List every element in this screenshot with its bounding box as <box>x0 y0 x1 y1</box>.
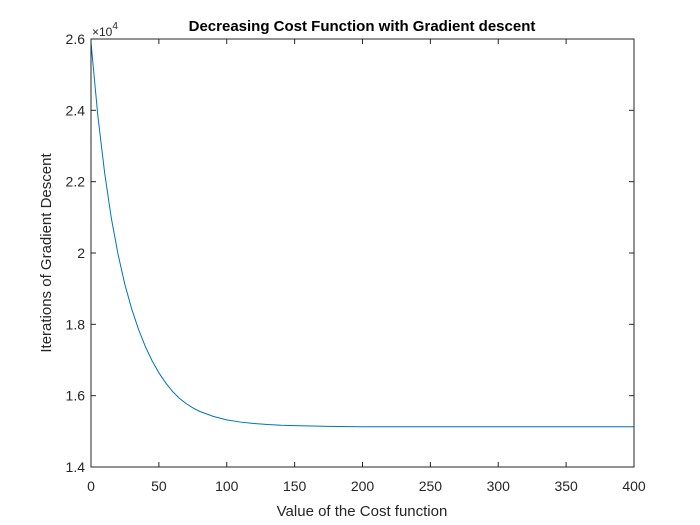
x-tick-label: 350 <box>554 478 578 494</box>
y-tick-label: 1.6 <box>66 388 86 404</box>
x-tick-label: 200 <box>351 478 375 494</box>
y-tick-label: 1.8 <box>66 316 86 332</box>
series-layer <box>90 42 634 428</box>
series-line <box>90 42 634 428</box>
x-tick-label: 0 <box>87 478 95 494</box>
y-exponent-prefix: ×10 <box>92 25 113 39</box>
plot-area-box <box>90 38 635 468</box>
x-tick-label: 50 <box>151 478 167 494</box>
x-tick-label: 300 <box>487 478 511 494</box>
y-exponent: ×104 <box>92 21 118 39</box>
x-tick-label: 150 <box>283 478 307 494</box>
y-tick-label: 2.2 <box>66 174 86 190</box>
x-tick-label: 250 <box>419 478 443 494</box>
x-tick-label: 100 <box>215 478 239 494</box>
y-tick-label: 2.6 <box>66 31 86 47</box>
x-tick-label: 400 <box>622 478 646 494</box>
y-axis-label: Iterations of Gradient Descent <box>38 153 55 353</box>
y-tick-label: 2.4 <box>66 102 86 118</box>
tick-group <box>90 38 635 468</box>
tick-label-group: 0 50 100 150 200 250 300 350 400 1.4 1.6 1.8 2 2.2 2.4… <box>66 31 646 494</box>
x-axis-label: Value of the Cost function <box>277 503 448 520</box>
y-tick-label: 1.4 <box>66 459 86 475</box>
y-tick-label: 2 <box>77 245 85 261</box>
y-exponent-label: ×104 <box>92 21 118 39</box>
chart-title: Decreasing Cost Function with Gradient d… <box>189 18 536 35</box>
y-exponent-power: 4 <box>112 21 118 32</box>
